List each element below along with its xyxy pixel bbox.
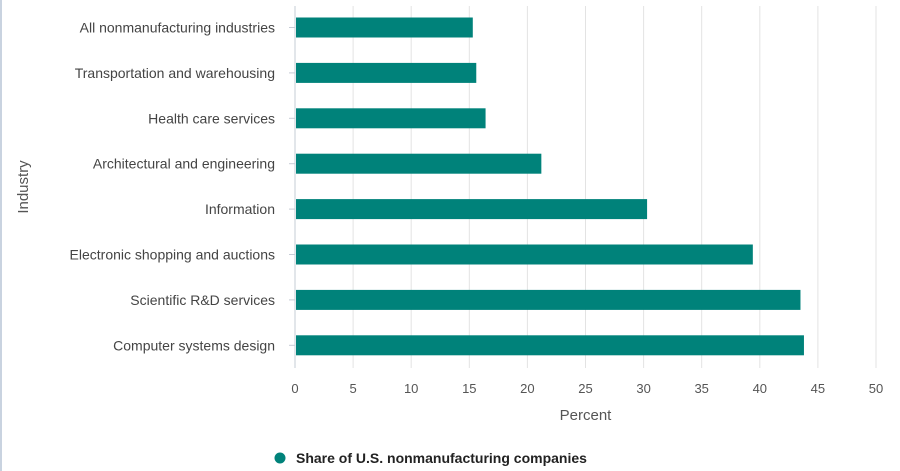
x-tick-label: 25: [578, 381, 592, 396]
category-label: Information: [205, 201, 275, 217]
x-tick-label: 15: [462, 381, 476, 396]
bar[interactable]: [296, 244, 753, 265]
bar[interactable]: [296, 17, 473, 38]
x-tick-label: 35: [694, 381, 708, 396]
category-label: Computer systems design: [113, 337, 275, 353]
x-tick-label: 45: [811, 381, 825, 396]
x-tick-label: 50: [869, 381, 883, 396]
left-border: [0, 0, 2, 471]
category-label: Electronic shopping and auctions: [70, 247, 275, 263]
bar[interactable]: [296, 289, 801, 310]
bars: [296, 17, 804, 356]
bar[interactable]: [296, 199, 648, 220]
bar[interactable]: [296, 153, 542, 174]
gridlines: [352, 6, 877, 368]
y-axis-title: Industry: [15, 160, 32, 214]
category-label: Transportation and warehousing: [75, 65, 275, 81]
x-tick-label: 40: [753, 381, 767, 396]
category-label: Health care services: [148, 110, 275, 126]
x-tick-label: 10: [404, 381, 418, 396]
category-label: Architectural and engineering: [93, 156, 275, 172]
x-tick-label: 30: [636, 381, 650, 396]
legend-label: Share of U.S. nonmanufacturing companies: [296, 450, 587, 466]
category-labels: All nonmanufacturing industries Transport…: [70, 20, 295, 353]
bar[interactable]: [296, 108, 486, 129]
bar[interactable]: [296, 62, 477, 83]
bar[interactable]: [296, 335, 804, 356]
x-tick-label: 0: [291, 381, 298, 396]
x-tick-label: 5: [349, 381, 356, 396]
category-label: Scientific R&D services: [130, 292, 275, 308]
x-tick-label: 20: [520, 381, 534, 396]
x-axis-title: Percent: [560, 407, 613, 424]
legend-marker: [274, 452, 286, 464]
x-tick-labels: 0 5 10 15 20 25 30 35 40 45 50: [291, 381, 883, 396]
category-label: All nonmanufacturing industries: [80, 20, 275, 36]
legend[interactable]: Share of U.S. nonmanufacturing companies: [274, 450, 588, 466]
